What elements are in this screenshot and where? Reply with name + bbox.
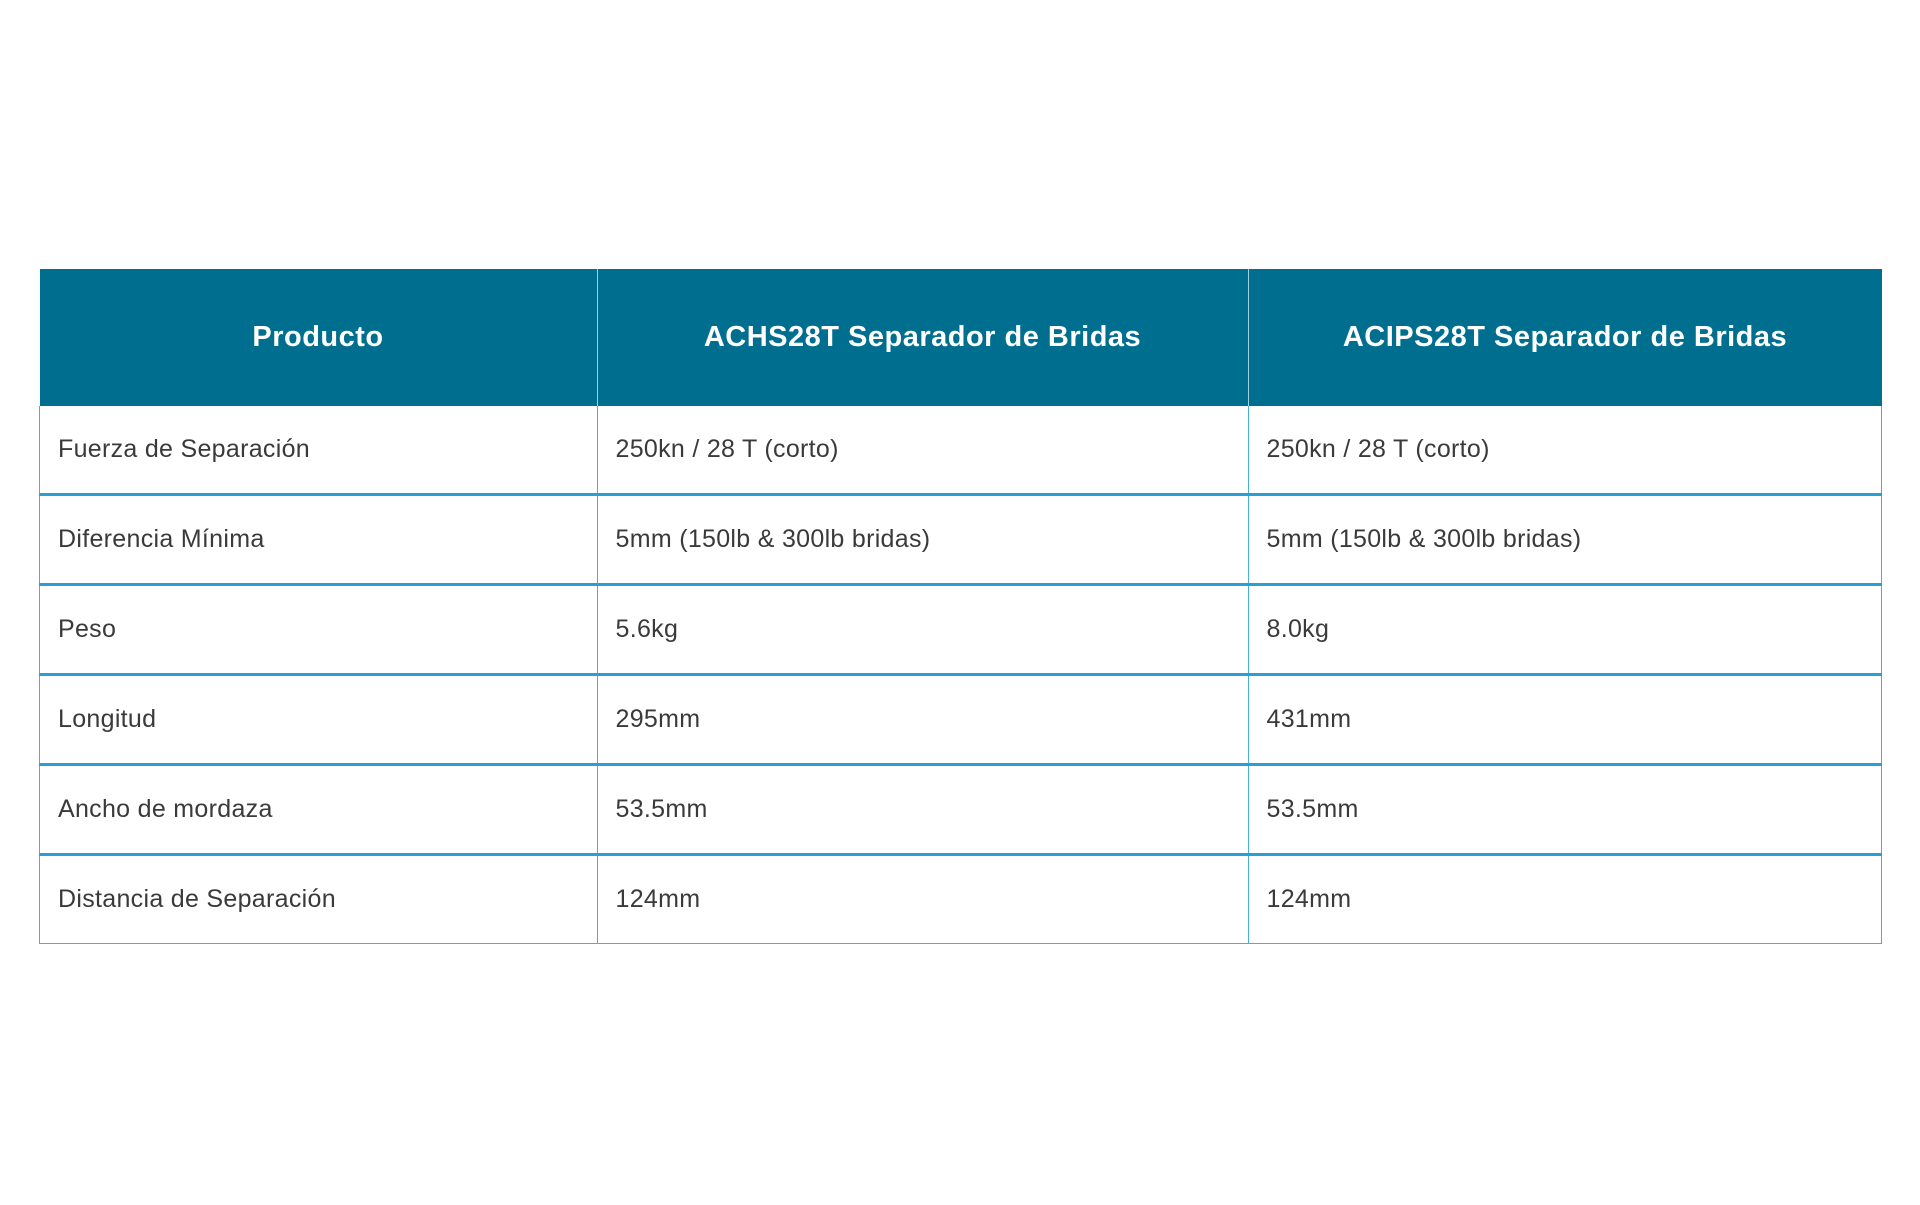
- table-row: Ancho de mordaza 53.5mm 53.5mm: [39, 763, 1882, 855]
- table-row: Diferencia Mínima 5mm (150lb & 300lb brid…: [39, 493, 1882, 585]
- header-cell: ACIPS28T Separador de Bridas: [1247, 269, 1882, 406]
- cell-value: 124mm: [1247, 853, 1882, 944]
- row-label: Diferencia Mínima: [39, 493, 598, 585]
- header-cell: ACHS28T Separador de Bridas: [596, 269, 1248, 406]
- row-label: Ancho de mordaza: [39, 763, 598, 855]
- cell-value: 250kn / 28 T (corto): [596, 406, 1249, 495]
- header-cell: Producto: [39, 269, 597, 406]
- row-label: Fuerza de Separación: [39, 406, 598, 495]
- cell-value: 5mm (150lb & 300lb bridas): [1247, 493, 1882, 585]
- table-row: Fuerza de Separación 250kn / 28 T (corto)…: [39, 406, 1882, 495]
- cell-value: 53.5mm: [1247, 763, 1882, 855]
- row-label: Distancia de Separación: [39, 853, 598, 944]
- row-label: Peso: [39, 583, 598, 675]
- cell-value: 431mm: [1247, 673, 1882, 765]
- cell-value: 250kn / 28 T (corto): [1247, 406, 1882, 495]
- table-row: Longitud 295mm 431mm: [39, 673, 1882, 765]
- cell-value: 295mm: [596, 673, 1249, 765]
- row-label: Longitud: [39, 673, 598, 765]
- cell-value: 8.0kg: [1247, 583, 1882, 675]
- header-row: Producto ACHS28T Separador de Bridas ACI…: [39, 269, 1882, 406]
- cell-value: 124mm: [596, 853, 1249, 944]
- cell-value: 5.6kg: [596, 583, 1249, 675]
- table-row: Distancia de Separación 124mm 124mm: [39, 853, 1882, 944]
- spec-table: Producto ACHS28T Separador de Bridas ACI…: [39, 269, 1882, 944]
- cell-value: 5mm (150lb & 300lb bridas): [596, 493, 1249, 585]
- cell-value: 53.5mm: [596, 763, 1249, 855]
- table-row: Peso 5.6kg 8.0kg: [39, 583, 1882, 675]
